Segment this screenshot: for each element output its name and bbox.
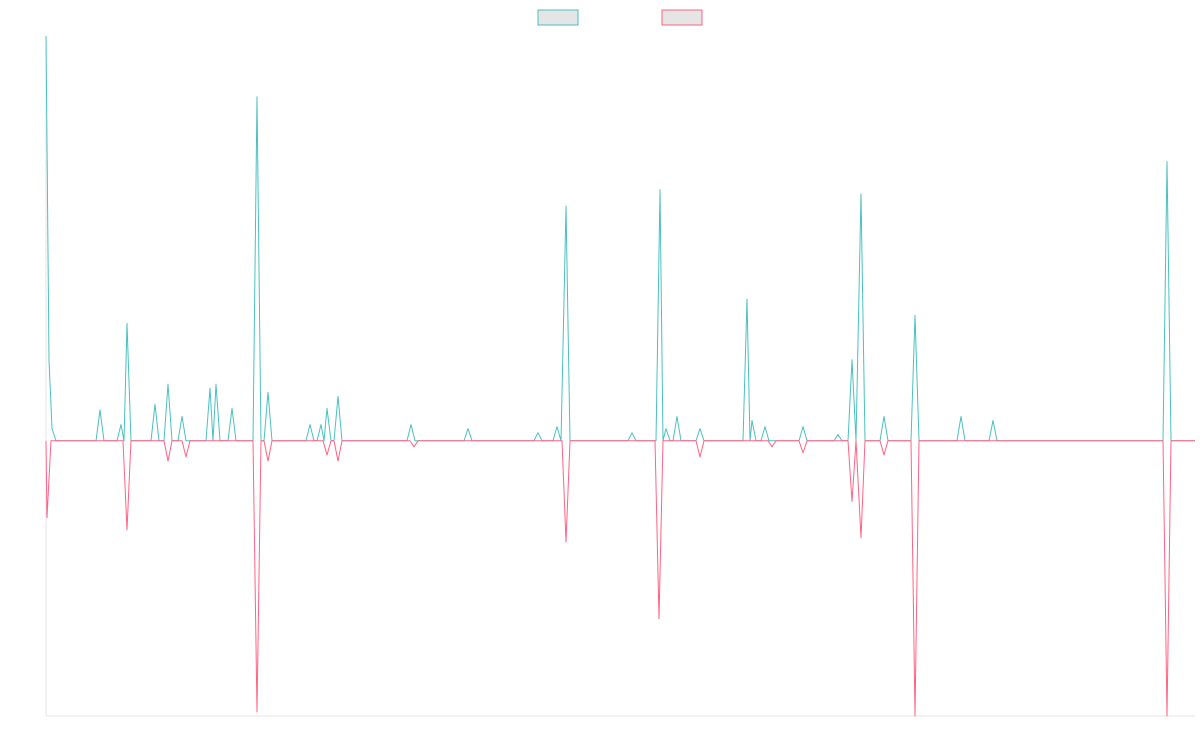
legend-swatch [661,9,703,26]
legend-swatch [537,9,579,26]
series-line [45,440,1195,717]
series-line [45,35,1195,442]
